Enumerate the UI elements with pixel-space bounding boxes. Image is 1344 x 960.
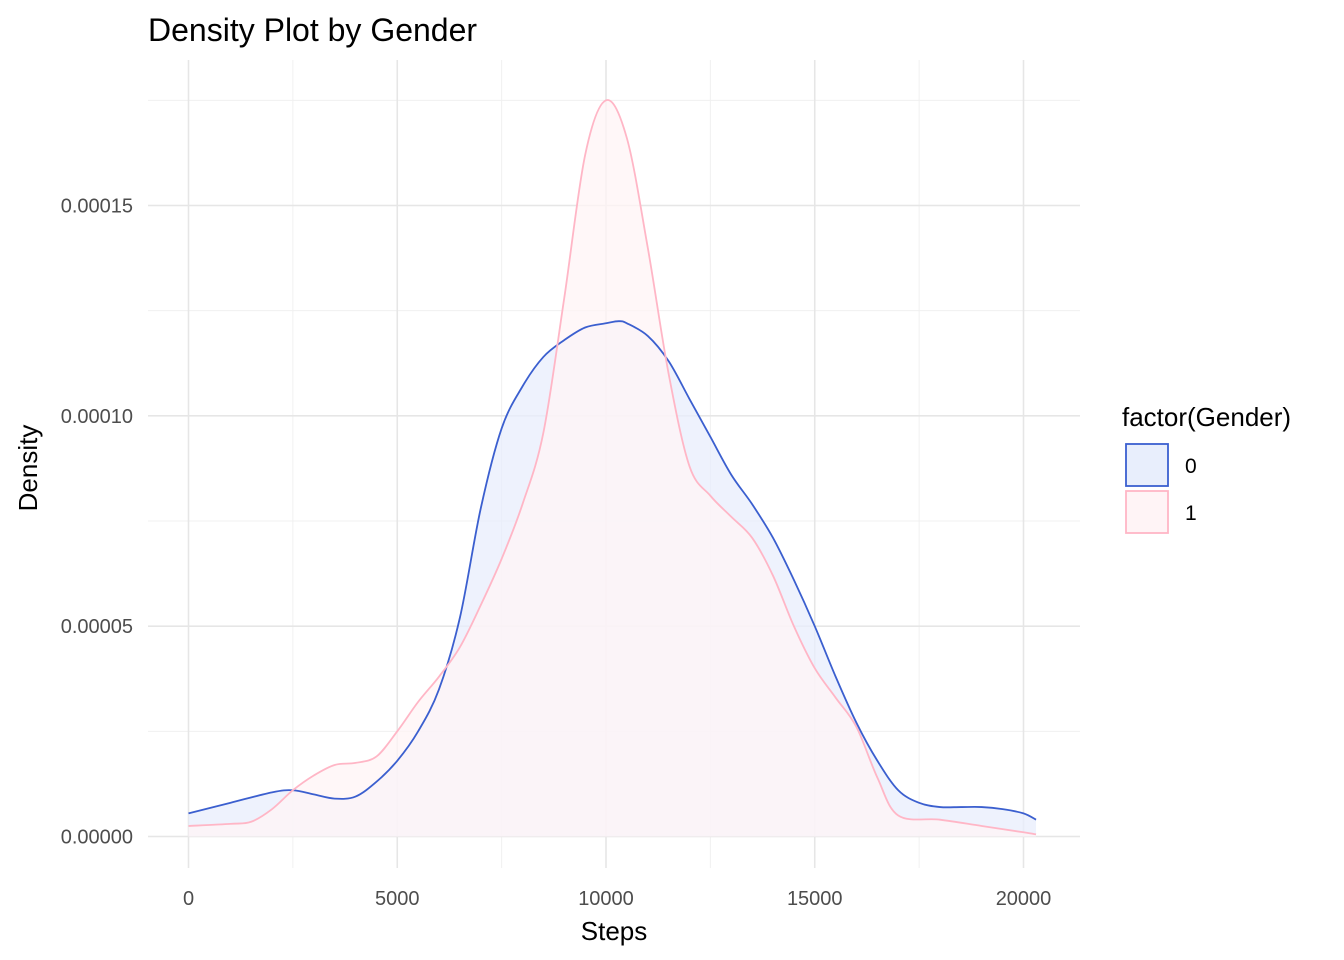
x-tick-label: 20000 [996,888,1052,910]
legend: factor(Gender) 01 [1122,402,1291,534]
chart-title: Density Plot by Gender [148,12,477,48]
legend-label-0: 0 [1185,455,1197,478]
series-layer [188,99,1037,837]
y-axis-ticks: 0.00000 0.00005 0.00010 0.00015 [61,196,133,849]
y-tick-label: 0.00015 [61,196,133,218]
legend-label-1: 1 [1185,502,1197,525]
x-tick-label: 15000 [787,888,843,910]
y-tick-label: 0.00005 [61,616,133,638]
legend-items: 01 [1125,443,1197,534]
y-tick-label: 0.00000 [61,827,133,849]
x-tick-label: 10000 [578,888,634,910]
x-tick-label: 0 [183,888,194,910]
density-line-0 [188,320,1037,821]
x-tick-label: 5000 [375,888,420,910]
legend-title: factor(Gender) [1122,402,1291,432]
legend-key-0 [1125,443,1169,487]
density-area-1 [188,100,1037,837]
y-axis-title: Density [13,425,43,512]
x-axis-ticks: 0 5000 10000 15000 20000 [183,888,1051,910]
legend-key-1 [1125,490,1169,534]
density-line-1 [188,99,1037,836]
y-tick-label: 0.00010 [61,406,133,428]
x-axis-title: Steps [581,916,648,946]
